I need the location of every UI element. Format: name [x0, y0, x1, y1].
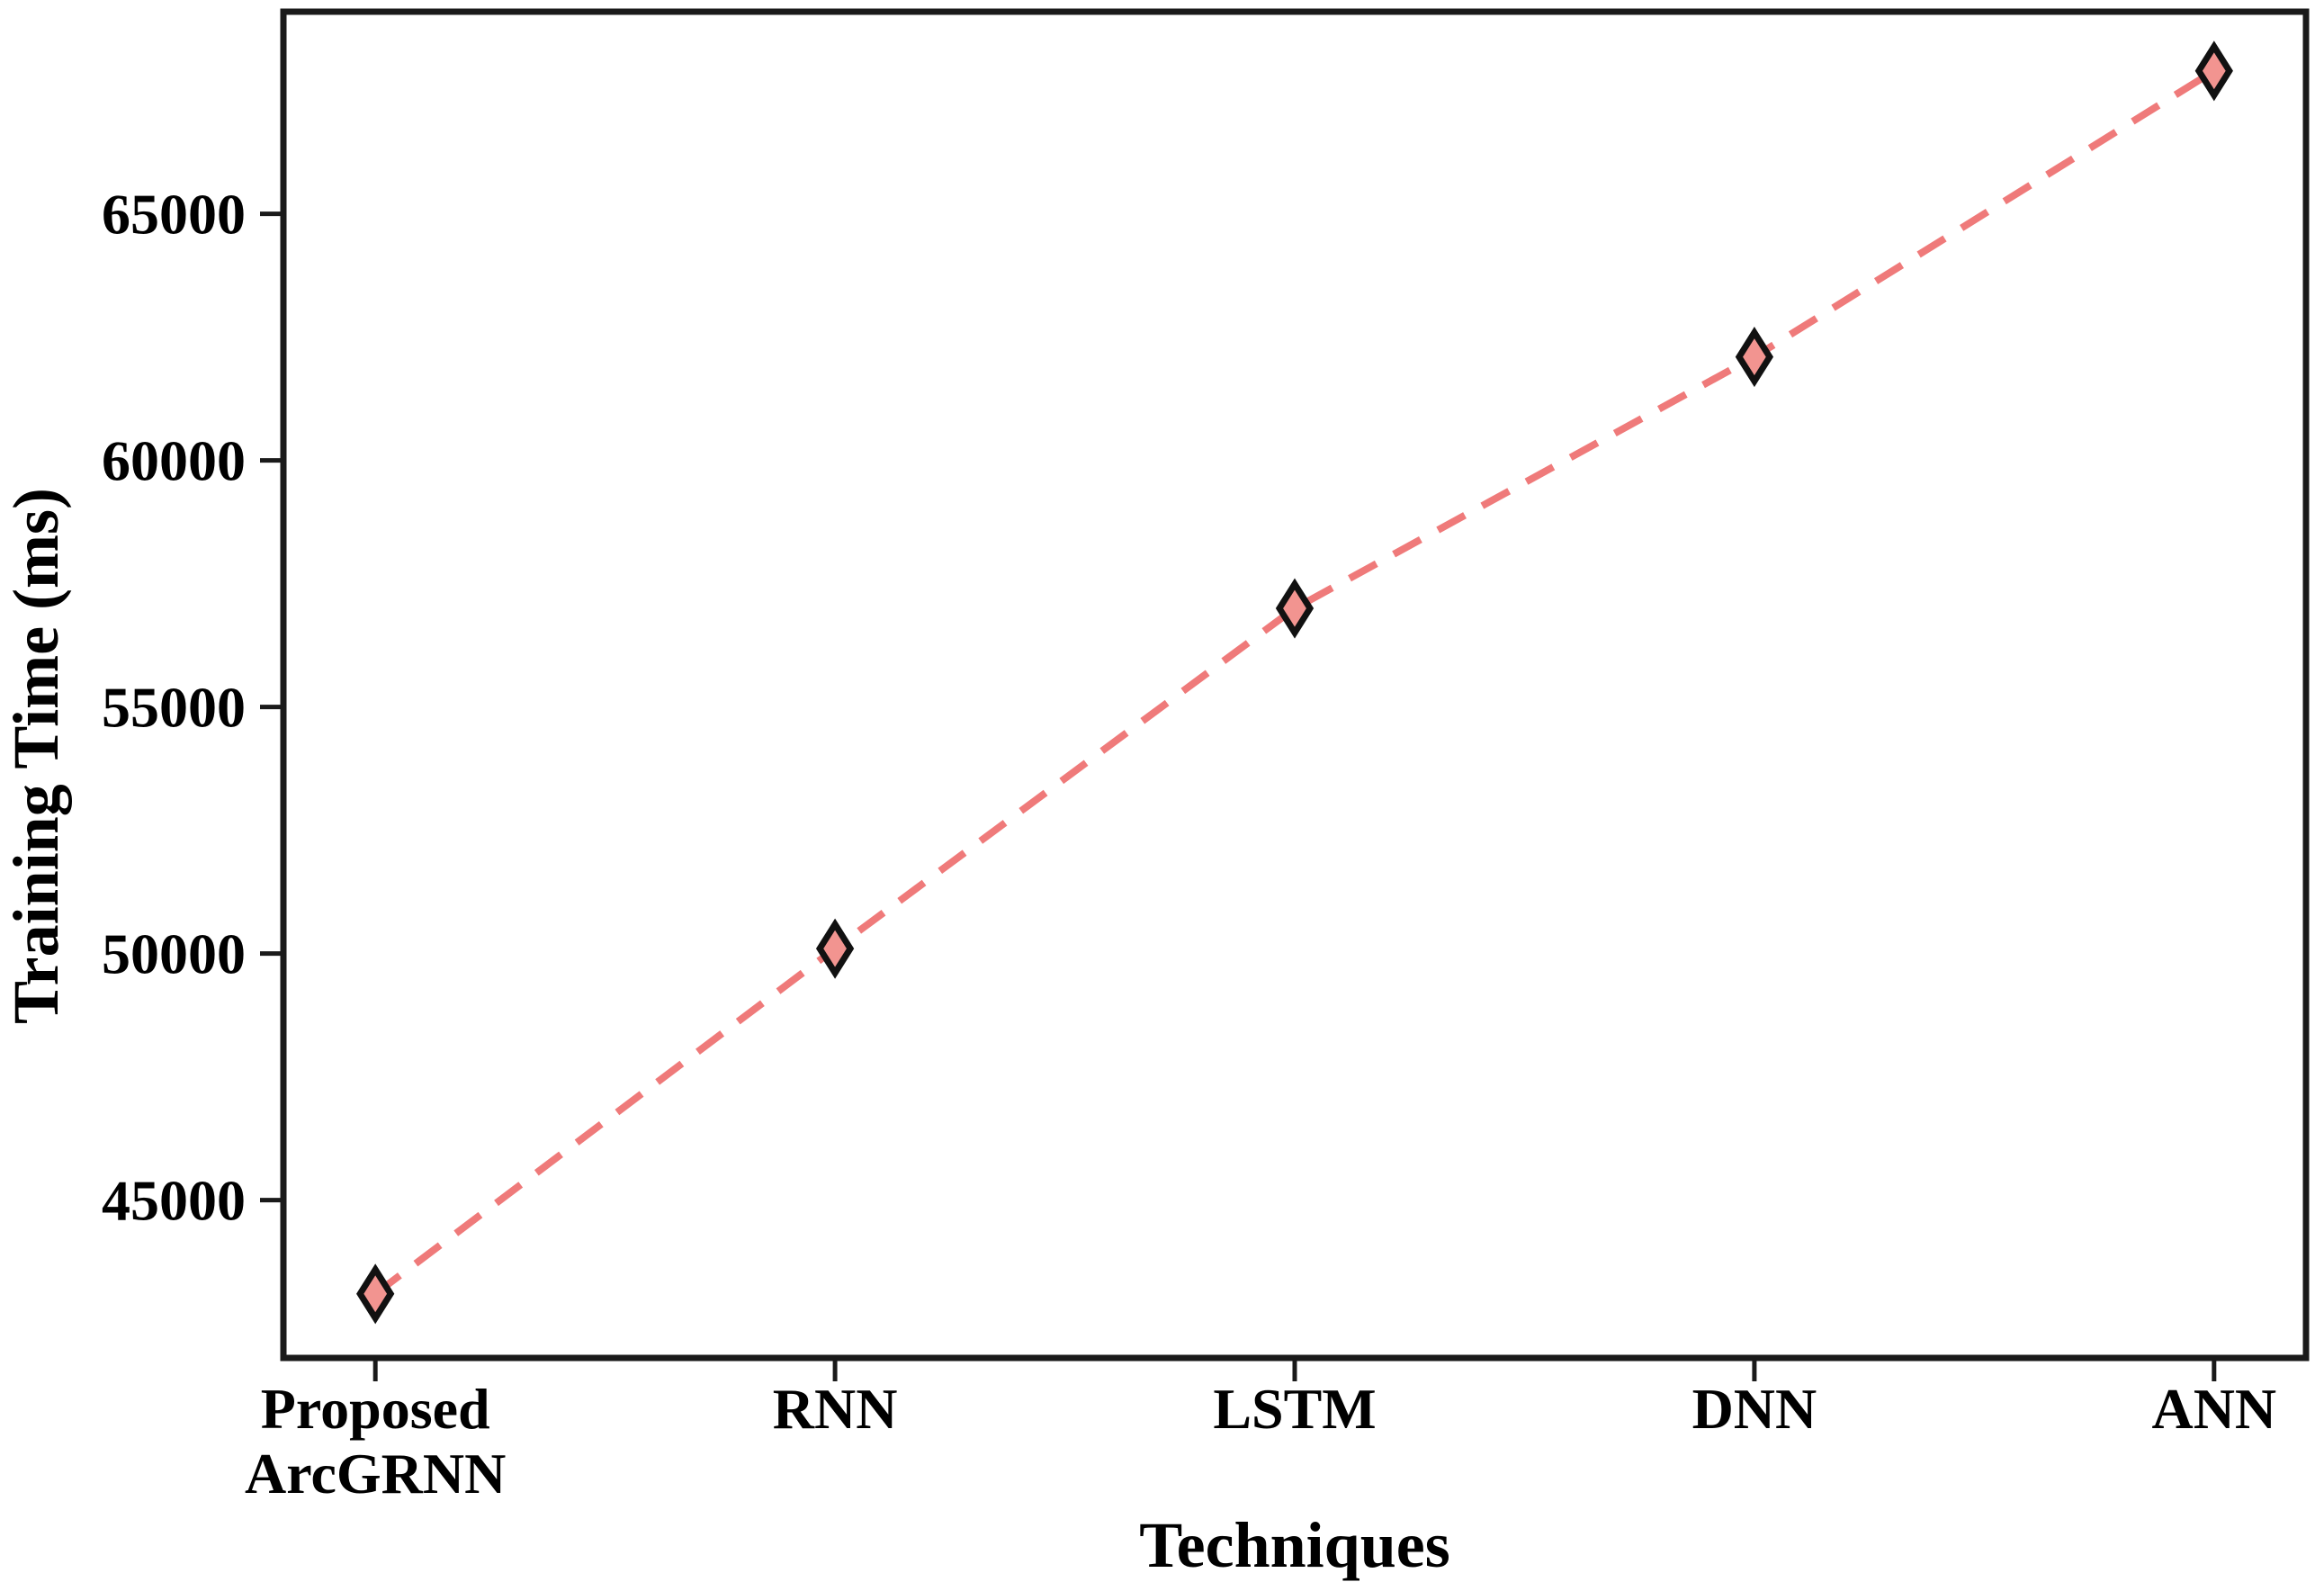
y-tick-label: 50000: [102, 922, 246, 986]
y-tick-label: 65000: [102, 183, 246, 247]
x-axis-title: Techniques: [1139, 1509, 1449, 1581]
x-tick-label: DNN: [1692, 1377, 1817, 1441]
x-tick-label: ANN: [2151, 1377, 2276, 1441]
y-tick-label: 45000: [102, 1169, 246, 1233]
plot-border: [280, 8, 2310, 1362]
x-tick-label: LSTM: [1213, 1377, 1376, 1441]
data-point-marker: [356, 1263, 395, 1325]
y-tick-label: 55000: [102, 676, 246, 740]
y-tick-label: 60000: [102, 429, 246, 493]
series-line: [372, 67, 2216, 1297]
data-point-marker: [1275, 578, 1315, 639]
generated-chart-layer: 45000 50000 55000 60000 65000 Proposed ArcGRNN…: [102, 40, 2276, 1506]
data-point-marker: [815, 918, 855, 979]
x-tick-label: RNN: [773, 1377, 898, 1441]
x-tick-label: Proposed ArcGRNN: [245, 1377, 506, 1506]
data-point-marker: [1735, 327, 1774, 388]
data-point-marker: [2194, 40, 2233, 102]
y-axis-title: Training Time (ms): [0, 488, 72, 1024]
